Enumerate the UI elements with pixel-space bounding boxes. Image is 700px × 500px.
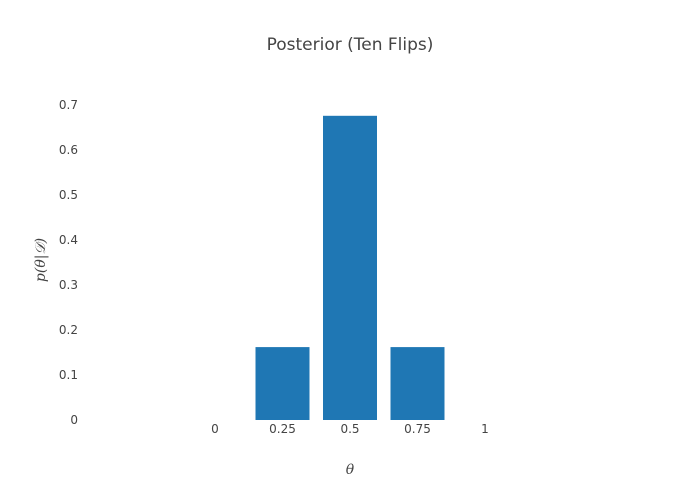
y-tick-label: 0.4 xyxy=(59,233,78,247)
y-tick-label: 0.1 xyxy=(59,368,78,382)
y-tick-label: 0.3 xyxy=(59,278,78,292)
y-tick-label: 0.2 xyxy=(59,323,78,337)
bar xyxy=(255,347,310,420)
y-tick-label: 0.6 xyxy=(59,143,78,157)
x-axis-ticks: 0 0.25 0.5 0.75 1 xyxy=(211,422,489,436)
bar xyxy=(323,115,377,421)
bars xyxy=(255,115,445,421)
y-axis-label: p(θ|𝒟) xyxy=(33,238,49,282)
x-axis-label: θ xyxy=(346,462,355,478)
x-tick-label: 0.25 xyxy=(269,422,296,436)
y-axis-ticks: 0 0.1 0.2 0.3 0.4 0.5 0.6 0.7 xyxy=(59,98,78,427)
x-tick-label: 0 xyxy=(211,422,219,436)
x-tick-label: 1 xyxy=(481,422,489,436)
y-tick-label: 0 xyxy=(70,413,78,427)
bar xyxy=(390,347,445,420)
chart-title: Posterior (Ten Flips) xyxy=(267,35,434,55)
y-tick-label: 0.7 xyxy=(59,98,78,112)
x-tick-label: 0.5 xyxy=(340,422,359,436)
x-tick-label: 0.75 xyxy=(404,422,431,436)
y-tick-label: 0.5 xyxy=(59,188,78,202)
